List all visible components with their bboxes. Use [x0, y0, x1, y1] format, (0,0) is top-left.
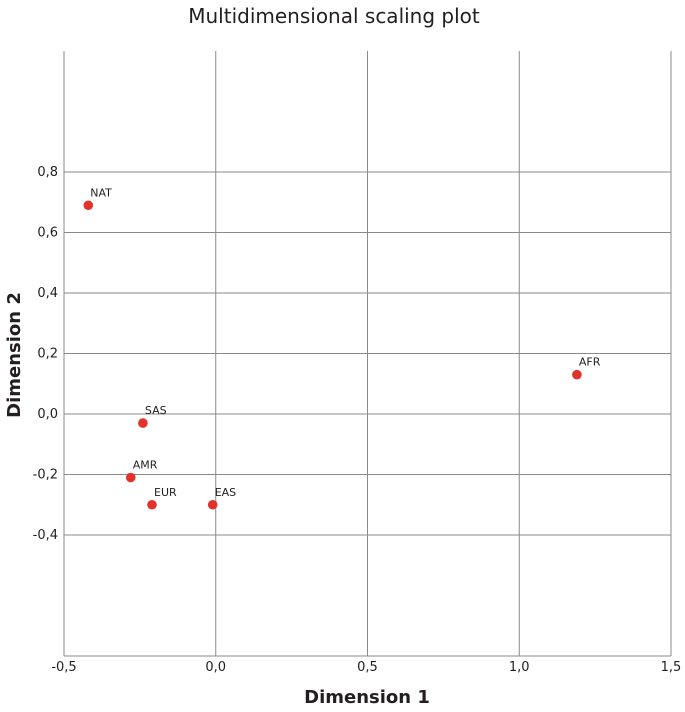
grid [63, 51, 672, 656]
x-tick-label: 1,5 [661, 660, 682, 675]
x-tick-label: 0,0 [205, 660, 226, 675]
point-label-amr: AMR [133, 459, 158, 472]
data-point-afr [572, 369, 582, 380]
point-label-eas: EAS [215, 486, 236, 499]
data-point-sas [138, 418, 148, 428]
x-axis-label: Dimension 1 [304, 687, 430, 708]
y-tick-label: -0,4 [33, 528, 58, 543]
y-tick-label: -0,2 [33, 468, 58, 483]
x-tick-label: -0,5 [51, 660, 76, 675]
point-label-nat: NAT [90, 186, 112, 199]
x-tick-label: 1,0 [509, 660, 530, 675]
y-tick-label: 0,2 [37, 347, 58, 362]
y-tick-label: 0,6 [37, 226, 58, 241]
chart-title: Multidimensional scaling plot [188, 4, 480, 28]
data-point-eur [147, 499, 157, 510]
point-label-eur: EUR [154, 486, 177, 499]
y-tick-label: 0,8 [37, 165, 58, 180]
y-tick-label: 0,4 [37, 286, 58, 301]
data-points: NAT AFR SAS AMR EUR EAS [83, 186, 601, 510]
x-axis-ticks: -0,5 0,0 0,5 1,0 1,5 [51, 660, 681, 675]
y-tick-label: 0,0 [37, 407, 58, 422]
data-point-amr [125, 472, 136, 483]
point-label-afr: AFR [579, 356, 601, 369]
point-label-sas: SAS [145, 404, 167, 417]
y-axis-label: Dimension 2 [4, 292, 25, 418]
x-tick-label: 0,5 [357, 660, 378, 675]
data-point-nat [83, 200, 94, 211]
y-axis-ticks: -0,4 -0,2 0,0 0,2 0,4 0,6 0,8 [33, 165, 58, 543]
data-point-eas [207, 499, 218, 510]
